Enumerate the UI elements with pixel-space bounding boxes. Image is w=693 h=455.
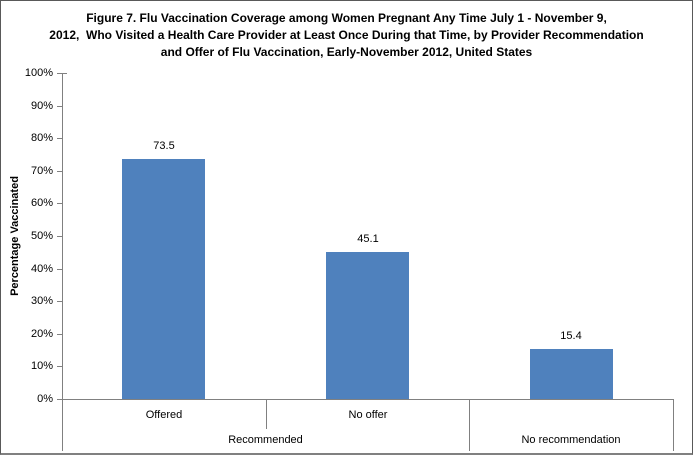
y-tick-label: 10% xyxy=(30,360,53,372)
chart-title-line-1: Figure 7. Flu Vaccination Coverage among… xyxy=(86,11,607,25)
x-axis-group-divider xyxy=(469,399,470,451)
y-tick-mark xyxy=(57,269,62,270)
y-tick-mark xyxy=(57,301,62,302)
y-tick-mark xyxy=(57,171,62,172)
y-tick-mark xyxy=(57,106,62,107)
chart-title-line-3: and Offer of Flu Vaccination, Early-Nove… xyxy=(160,45,533,59)
y-tick-label: 90% xyxy=(30,100,53,112)
group-label-no-recommendation: No recommendation xyxy=(521,434,621,446)
y-tick-label: 0% xyxy=(37,393,53,405)
y-tick-mark xyxy=(57,366,62,367)
y-tick-mark xyxy=(57,203,62,204)
x-axis-group-divider xyxy=(62,399,63,451)
y-tick-label: 20% xyxy=(30,328,53,340)
category-label-offered: Offered xyxy=(145,408,183,421)
value-label-offered: 73.5 xyxy=(153,140,175,152)
category-label-no-offer: No offer xyxy=(348,408,388,421)
bar-no-recommendation xyxy=(530,349,613,399)
x-axis-sub-divider xyxy=(266,399,267,429)
value-label-no-offer: 45.1 xyxy=(357,233,379,245)
chart-title-line-2: 2012, Who Visited a Health Care Provider… xyxy=(49,28,644,42)
y-tick-label: 30% xyxy=(30,295,53,307)
y-tick-mark xyxy=(57,73,62,74)
y-tick-label: 50% xyxy=(30,230,53,242)
x-axis-group-divider xyxy=(673,399,674,451)
y-tick-label: 70% xyxy=(30,165,53,177)
group-label-recommended: Recommended xyxy=(228,434,303,446)
y-tick-mark xyxy=(57,236,62,237)
y-tick-label: 60% xyxy=(30,197,53,209)
value-label-no-recommendation: 15.4 xyxy=(560,330,582,342)
bar-offered xyxy=(122,159,205,399)
chart-title: Figure 7. Flu Vaccination Coverage among… xyxy=(1,10,692,61)
x-axis-line xyxy=(62,399,674,400)
y-tick-mark xyxy=(57,138,62,139)
bar-no-offer xyxy=(326,252,409,399)
y-tick-mark xyxy=(57,334,62,335)
y-axis-top-cap xyxy=(63,73,67,74)
y-tick-label: 100% xyxy=(24,67,53,79)
y-tick-label: 40% xyxy=(30,263,53,275)
y-tick-label: 80% xyxy=(30,132,53,144)
y-tick-mark xyxy=(57,399,62,400)
y-axis-line xyxy=(62,73,63,451)
